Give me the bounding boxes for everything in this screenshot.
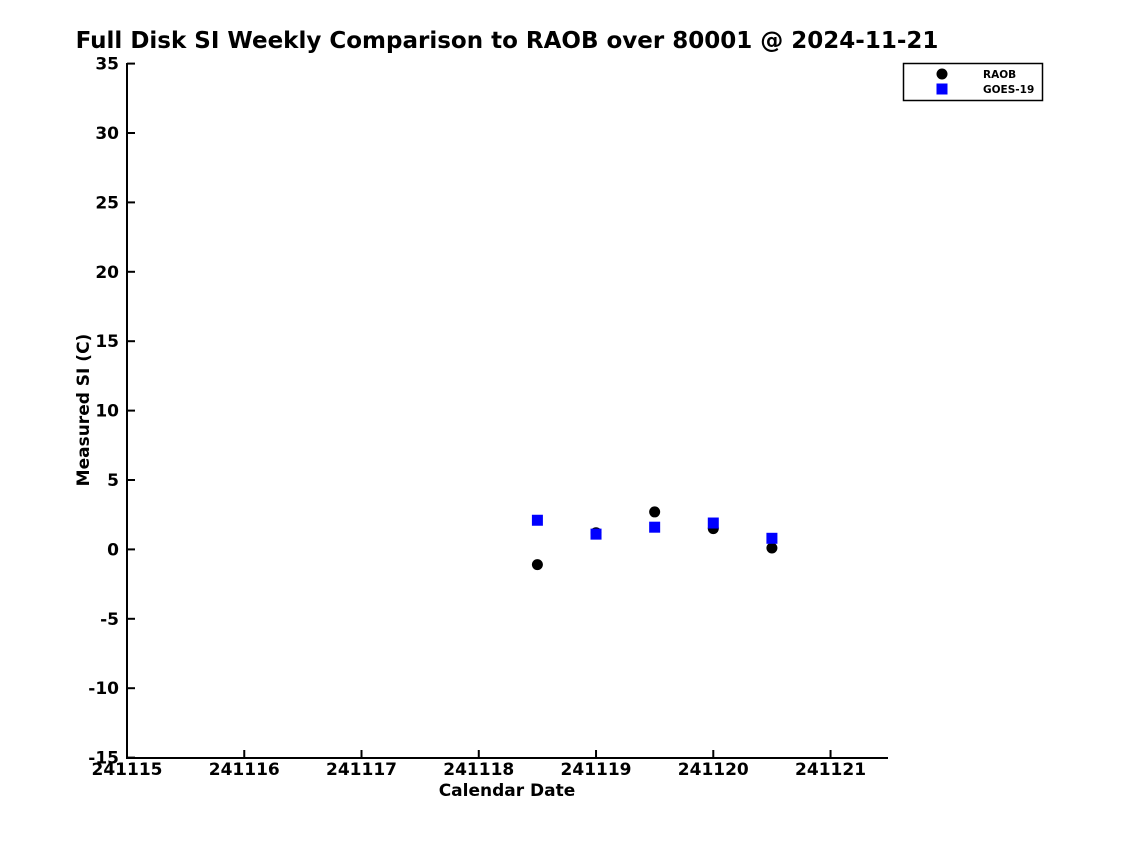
goes19-data-point bbox=[590, 528, 602, 540]
y-tick-label: 0 bbox=[107, 540, 119, 560]
legend-box bbox=[902, 62, 1044, 102]
y-tick-label: 30 bbox=[95, 124, 119, 144]
chart-title: Full Disk SI Weekly Comparison to RAOB o… bbox=[76, 28, 939, 54]
y-tick-label: 5 bbox=[107, 471, 119, 491]
goes19-data-point bbox=[766, 532, 778, 544]
y-axis-label: Measured SI (C) bbox=[74, 334, 94, 487]
y-tick-label: 10 bbox=[95, 402, 119, 422]
x-tick-label: 241117 bbox=[326, 760, 397, 780]
y-tick-label: -5 bbox=[100, 610, 119, 630]
goes19-data-point bbox=[531, 514, 543, 526]
legend-raob-label: RAOB bbox=[983, 69, 1016, 81]
y-tick-label: -10 bbox=[88, 679, 119, 699]
goes19-data-point bbox=[707, 517, 719, 529]
goes19-data-point bbox=[649, 521, 661, 533]
raob-data-point bbox=[531, 559, 543, 571]
legend: RAOB GOES-19 bbox=[902, 62, 1044, 102]
y-axis-ticks: 35 30 25 20 15 10 5 0 -5 -10 -15 bbox=[88, 55, 135, 769]
y-tick-label: 20 bbox=[95, 263, 119, 283]
y-tick-label: -15 bbox=[88, 749, 119, 769]
x-axis-ticks: 241115 241116 241117 241118 241119 241120 2411… bbox=[92, 750, 866, 780]
data-markers bbox=[531, 506, 778, 571]
x-tick-label: 241118 bbox=[443, 760, 514, 780]
x-tick-label: 241116 bbox=[209, 760, 280, 780]
x-tick-label: 241120 bbox=[678, 760, 749, 780]
raob-data-point bbox=[649, 506, 661, 518]
raob-data-point bbox=[766, 542, 778, 554]
x-tick-label: 241115 bbox=[92, 760, 163, 780]
y-tick-label: 35 bbox=[95, 55, 119, 75]
x-tick-label: 241119 bbox=[561, 760, 632, 780]
legend-goes19-label: GOES-19 bbox=[983, 84, 1034, 96]
x-axis-label: Calendar Date bbox=[439, 781, 576, 801]
legend-goes19-marker-icon bbox=[936, 83, 948, 95]
y-tick-label: 25 bbox=[95, 193, 119, 213]
y-tick-label: 15 bbox=[95, 332, 119, 352]
x-tick-label: 241121 bbox=[795, 760, 866, 780]
legend-raob-marker-icon bbox=[936, 68, 948, 80]
